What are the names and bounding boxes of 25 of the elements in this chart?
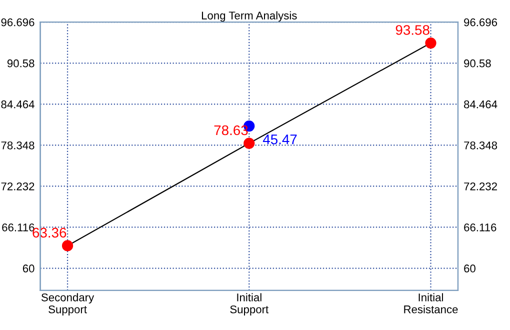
data-label: 63.36	[32, 228, 66, 238]
data-label: 78.63	[214, 125, 248, 136]
y-tick-label: 96.696	[1, 18, 34, 26]
point	[425, 37, 436, 49]
y2-tick-label: 78.348	[464, 141, 498, 150]
y2-tick-label: 84.464	[464, 100, 498, 108]
y2-tick-label: 96.696	[464, 18, 498, 26]
x-tick-label: Initial Resistance	[404, 293, 458, 314]
point	[62, 240, 74, 252]
y-tick-label: 90.58	[7, 59, 34, 68]
point	[244, 138, 255, 149]
y-tick-label: 60	[22, 264, 34, 272]
chart-title: Long Term Analysis	[202, 11, 297, 22]
y-tick-label: 72.232	[1, 182, 34, 190]
x-tick-label: Initial Support	[230, 293, 269, 316]
y-tick-label: 84.464	[1, 100, 34, 108]
y2-tick-label: 66.116	[464, 224, 496, 232]
y-tick-label: 78.348	[1, 141, 34, 150]
x-tick-label: Secondary Support	[41, 293, 94, 316]
y2-tick-label: 90.58	[464, 59, 491, 68]
data-label: 93.58	[396, 25, 430, 35]
y2-tick-label: 72.232	[464, 182, 497, 190]
annotation: 45.47	[262, 134, 297, 144]
y-tick-label: 66.116	[2, 224, 34, 232]
y2-tick-label: 60	[464, 264, 476, 272]
